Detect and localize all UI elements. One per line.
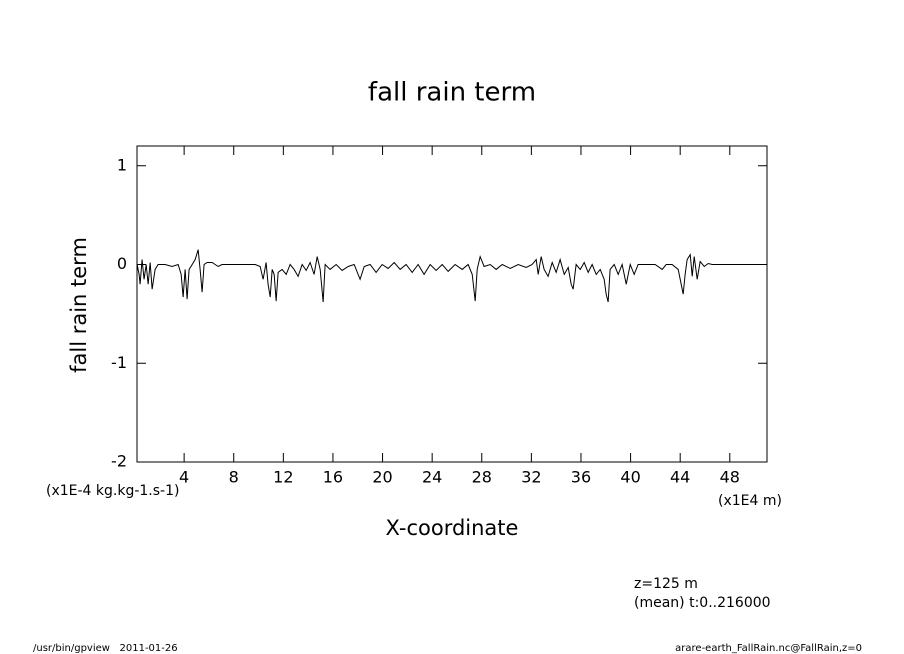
x-tick-label: 40 [620,468,640,487]
x-unit: (x1E4 m) [718,493,782,509]
annotation: (mean) t:0..216000 [634,595,771,611]
y-axis-label: fall rain term [67,237,91,373]
y-tick-label: -1 [111,353,127,372]
y-unit: (x1E-4 kg.kg-1.s-1) [46,483,179,499]
x-tick-label: 48 [720,468,740,487]
annotation: z=125 m [634,576,698,592]
data-line [136,249,767,303]
footer: /usr/bin/gpview 2011-01-26 [33,643,178,654]
x-tick-label: 4 [179,468,189,487]
chart-title: fall rain term [368,78,536,108]
x-tick-label: 8 [229,468,239,487]
x-tick-label: 44 [670,468,690,487]
x-axis-label: X-coordinate [386,516,519,540]
footer: arare-earth_FallRain.nc@FallRain,z=0 [675,643,862,654]
y-tick-label: -2 [111,452,127,471]
x-tick-label: 24 [422,468,442,487]
x-tick-label: 32 [521,468,541,487]
x-tick-label: 36 [571,468,591,487]
x-tick-label: 20 [372,468,392,487]
y-tick-label: 0 [117,254,127,273]
x-tick-label: 12 [273,468,293,487]
x-tick-label: 16 [323,468,343,487]
x-tick-label: 28 [472,468,492,487]
plot-frame [136,145,768,463]
y-tick-label: 1 [117,155,127,174]
